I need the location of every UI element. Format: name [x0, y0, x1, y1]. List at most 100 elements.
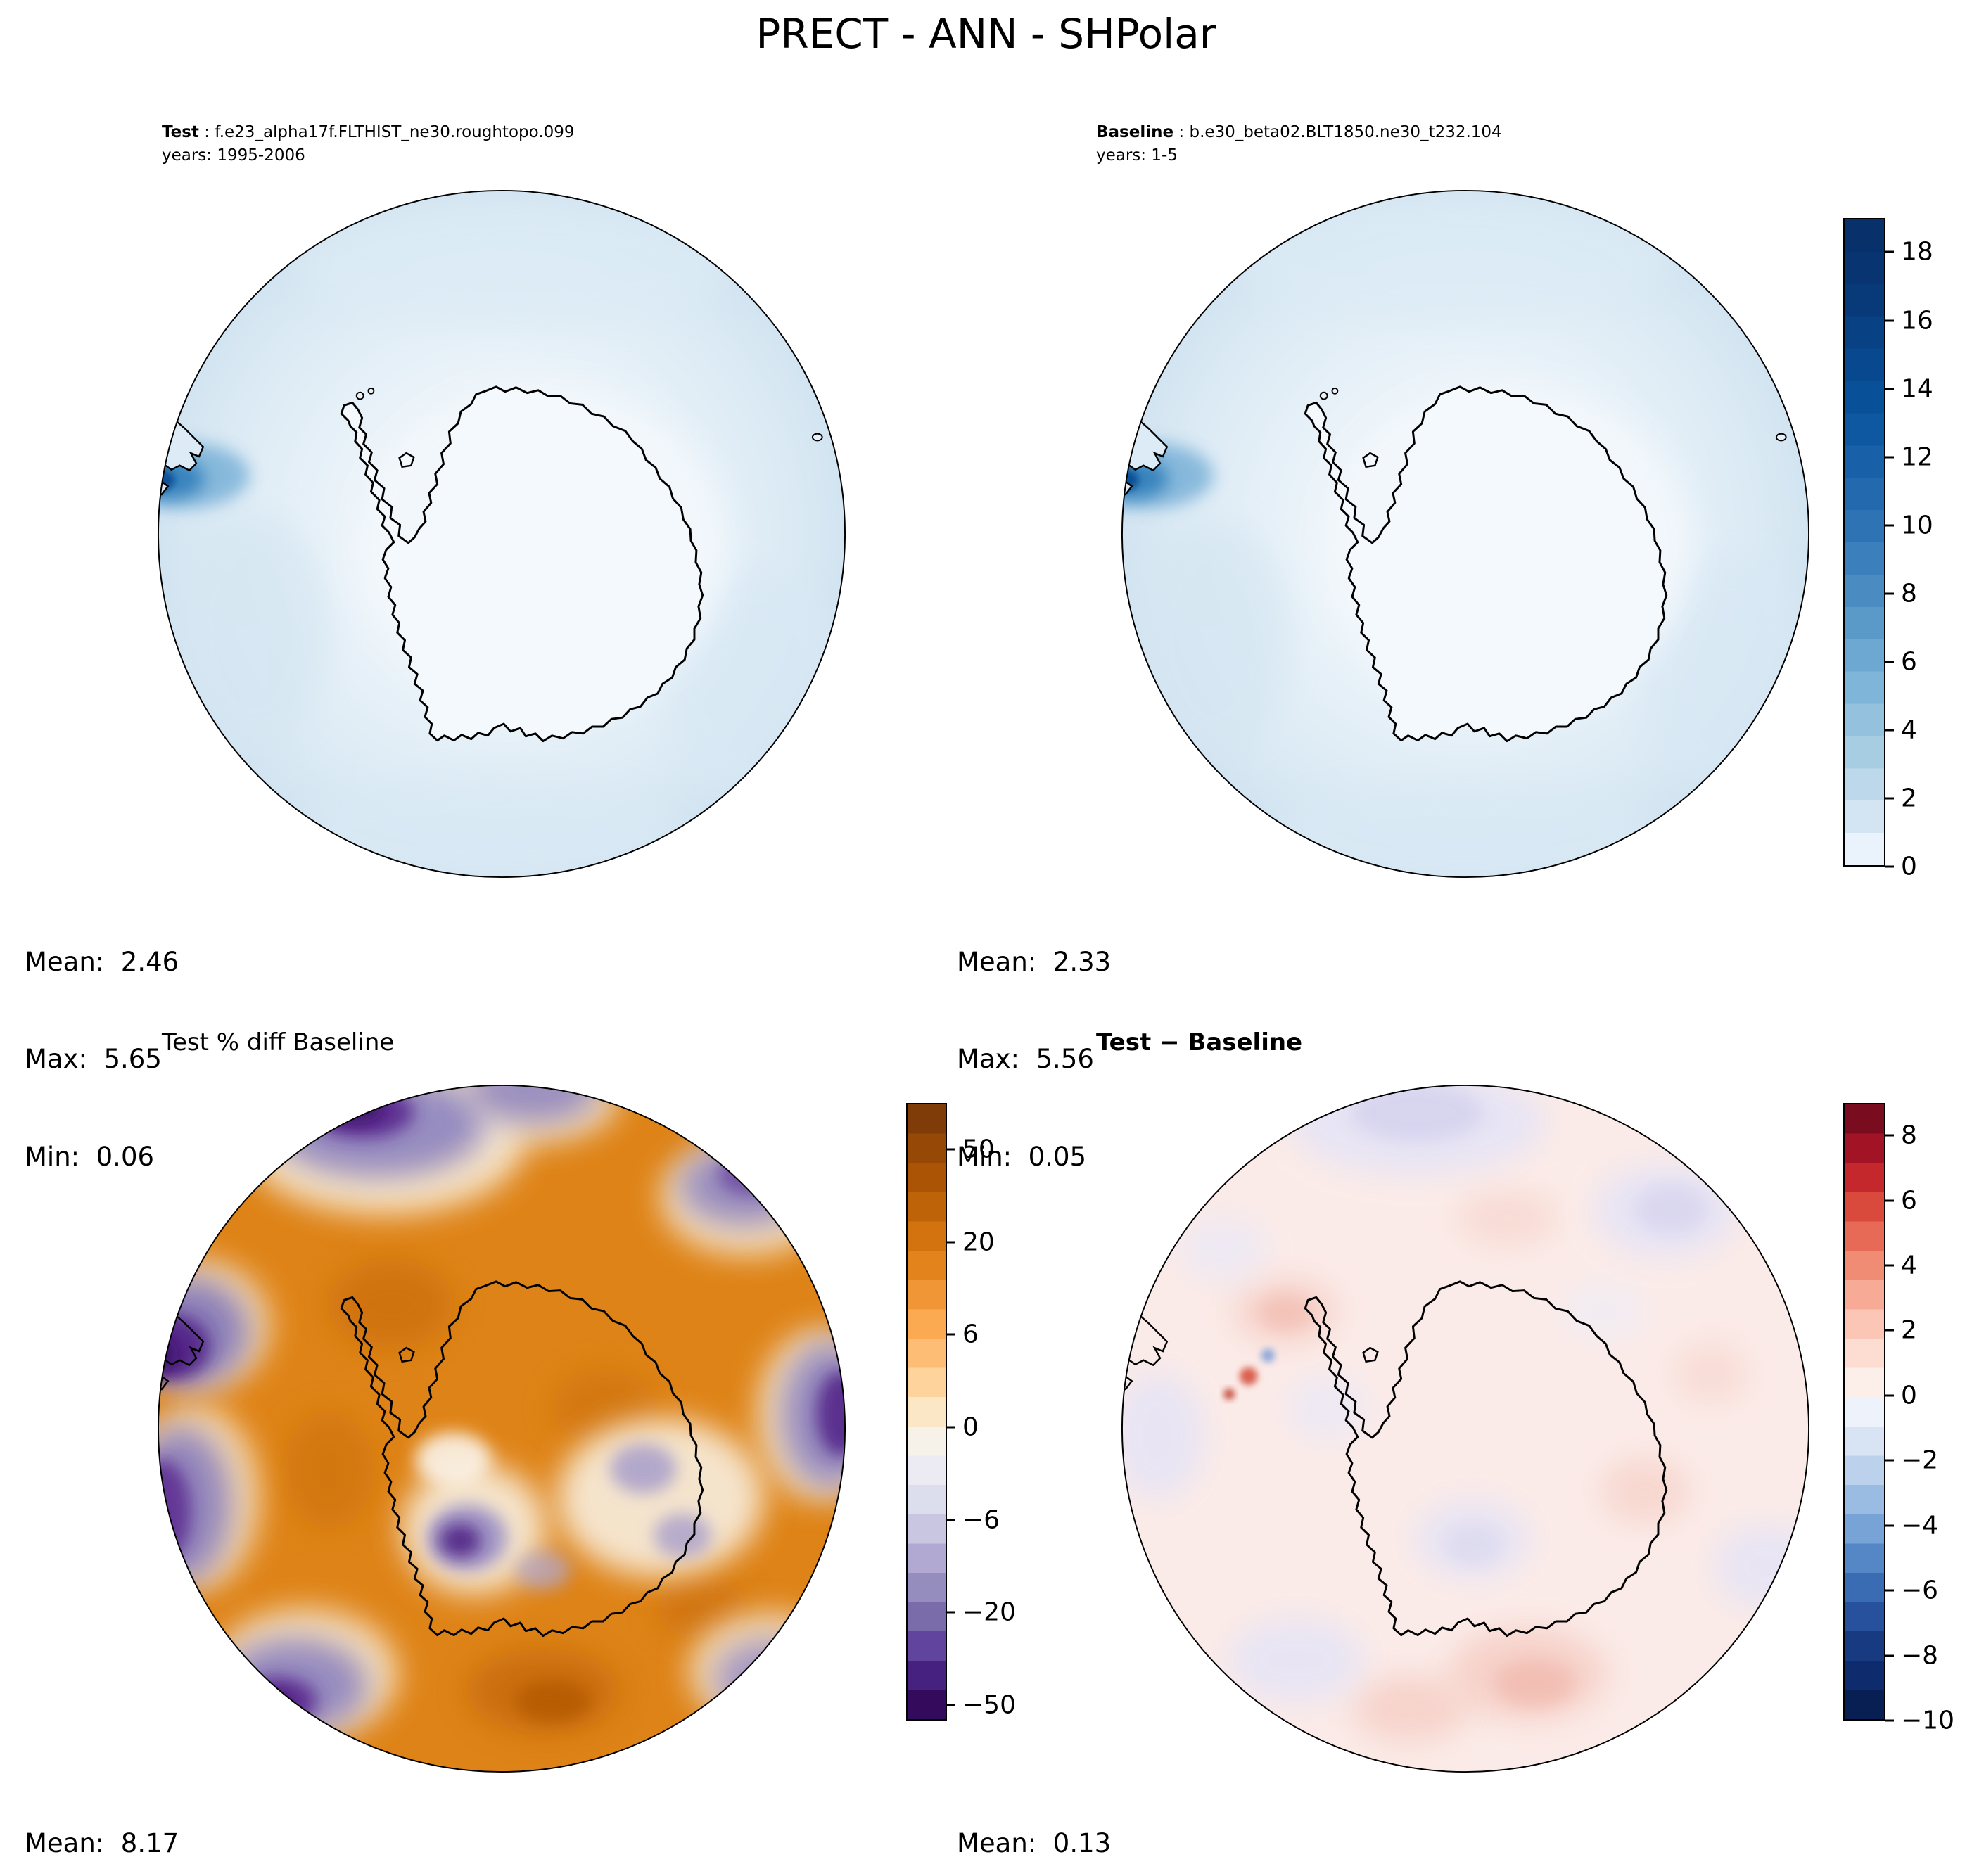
colorbar-diff-gradient [1843, 1103, 1885, 1721]
colorbar-tick: 4 [1885, 715, 1917, 744]
tick-label: 0 [1901, 1381, 1917, 1410]
tick-mark [1885, 456, 1894, 459]
contour-field [1121, 190, 1809, 878]
colorbar-tick: 0 [1885, 1381, 1917, 1410]
tick-mark [1885, 1719, 1894, 1722]
colorbar-tick: 8 [1885, 1121, 1917, 1150]
tick-mark [947, 1241, 955, 1244]
map-boundary [1121, 189, 1810, 879]
colorbar-tick: 4 [1885, 1251, 1917, 1280]
tick-mark [1885, 1329, 1894, 1332]
tick-mark [1885, 1264, 1894, 1267]
map-boundary [157, 1084, 846, 1773]
baseline-years-label: years: 1-5 [1096, 146, 1178, 165]
colorbar-tick: −4 [1885, 1511, 1938, 1540]
tick-label: 0 [962, 1412, 979, 1442]
diff-mean: Mean: 0.13 [957, 1827, 1112, 1858]
tick-label: −4 [1901, 1511, 1939, 1540]
colorbar-tick: 2 [1885, 784, 1917, 812]
diff-title: Test − Baseline [1096, 1028, 1303, 1057]
test-label-rest: : f.e23_alpha17f.FLTHIST_ne30.roughtopo.… [198, 123, 575, 141]
test-years-label: years: 1995-2006 [162, 146, 305, 165]
colorbar-pct-diff-gradient [906, 1103, 947, 1721]
baseline-run-label: Baseline : b.e30_beta02.BLT1850.ne30_t23… [1096, 121, 1502, 144]
tick-label: 6 [1901, 647, 1917, 677]
colorbar-precip-gradient [1843, 218, 1885, 867]
tick-mark [1885, 1459, 1894, 1462]
colorbar-tick: 6 [1885, 1186, 1917, 1215]
tick-label: 6 [1901, 1186, 1917, 1215]
pct-diff-stats: Mean: 8.17 Max: 45.16 Min: -24.15 [25, 1762, 179, 1876]
colorbar-tick: 14 [1885, 374, 1933, 403]
baseline-min: Min: 0.05 [957, 1142, 1087, 1172]
baseline-label-bold: Baseline [1096, 123, 1174, 141]
tick-mark [1885, 1199, 1894, 1202]
colorbar-tick: −8 [1885, 1641, 1938, 1670]
contour-field [1121, 1085, 1809, 1773]
tick-mark [1885, 661, 1894, 663]
test-run-label: Test : f.e23_alpha17f.FLTHIST_ne30.rough… [162, 121, 575, 144]
colorbar-precip: 18 16 14 12 10 8 6 4 2 0 [1843, 218, 1933, 881]
colorbar-tick: −2 [1885, 1446, 1938, 1475]
tick-label: 8 [1901, 579, 1917, 608]
pct-diff-mean: Mean: 8.17 [25, 1827, 179, 1858]
map-boundary [1121, 1084, 1810, 1773]
tick-label: −8 [1901, 1641, 1939, 1671]
tick-label: 4 [1901, 1251, 1917, 1280]
colorbar-pct-diff: 50 20 6 0 −6 −20 −50 [906, 1103, 1016, 1721]
baseline-max: Max: 5.56 [957, 1044, 1094, 1075]
tick-label: 6 [962, 1320, 979, 1349]
colorbar-tick: 18 [1885, 238, 1933, 267]
figure-title: PRECT - ANN - SHPolar [756, 10, 1216, 58]
colorbar-diff: 8 6 4 2 0 −2 −4 −6 −8 −10 [1843, 1103, 1954, 1735]
tick-mark [947, 1704, 955, 1706]
tick-mark [1885, 1654, 1894, 1657]
colorbar-tick: 6 [947, 1320, 979, 1349]
colorbar-tick: −6 [1885, 1576, 1938, 1605]
tick-label: 4 [1901, 715, 1917, 745]
colorbar-tick: −6 [947, 1505, 1000, 1534]
tick-mark [1885, 729, 1894, 732]
tick-label: 2 [1901, 784, 1917, 813]
colorbar-tick: 0 [947, 1412, 979, 1441]
tick-label: −10 [1901, 1706, 1954, 1735]
colorbar-tick: 0 [1885, 853, 1917, 881]
colorbar-tick: −20 [947, 1598, 1016, 1627]
tick-label: 18 [1901, 237, 1933, 267]
baseline-label-rest: : b.e30_beta02.BLT1850.ne30_t232.104 [1173, 123, 1502, 141]
test-header: Test : f.e23_alpha17f.FLTHIST_ne30.rough… [162, 121, 575, 168]
test-label-bold: Test [162, 123, 199, 141]
pct-diff-title: Test % diff Baseline [162, 1028, 395, 1057]
diff-stats: Mean: 0.13 Max: 1.26 Min: -1.02 [957, 1762, 1111, 1876]
tick-mark [947, 1611, 955, 1614]
colorbar-tick: 2 [1885, 1316, 1917, 1345]
tick-mark [1885, 592, 1894, 595]
baseline-header: Baseline : b.e30_beta02.BLT1850.ne30_t23… [1096, 121, 1502, 168]
tick-label: 16 [1901, 306, 1933, 336]
tick-mark [1885, 1134, 1894, 1137]
tick-label: 0 [1901, 852, 1917, 881]
map-diff [1121, 1084, 1810, 1773]
tick-mark [947, 1333, 955, 1336]
test-mean: Mean: 2.46 [25, 946, 179, 977]
tick-label: 12 [1901, 442, 1933, 472]
tick-label: −50 [962, 1690, 1016, 1720]
tick-label: 8 [1901, 1121, 1917, 1150]
colorbar-tick: 20 [947, 1227, 995, 1256]
colorbar-tick: 50 [947, 1135, 995, 1163]
colorbar-tick: −50 [947, 1691, 1016, 1720]
map-pct-diff [157, 1084, 846, 1773]
colorbar-tick: 16 [1885, 306, 1933, 335]
baseline-stats: Mean: 2.33 Max: 5.56 Min: 0.05 [957, 881, 1111, 1239]
map-test [157, 189, 846, 879]
tick-mark [1885, 1524, 1894, 1527]
colorbar-tick: 6 [1885, 647, 1917, 676]
tick-mark [1885, 1589, 1894, 1592]
test-max: Max: 5.65 [25, 1044, 162, 1075]
tick-mark [1885, 1394, 1894, 1397]
colorbar-tick: 8 [1885, 579, 1917, 608]
map-baseline [1121, 189, 1810, 879]
tick-label: −2 [1901, 1446, 1939, 1475]
tick-mark [1885, 524, 1894, 527]
